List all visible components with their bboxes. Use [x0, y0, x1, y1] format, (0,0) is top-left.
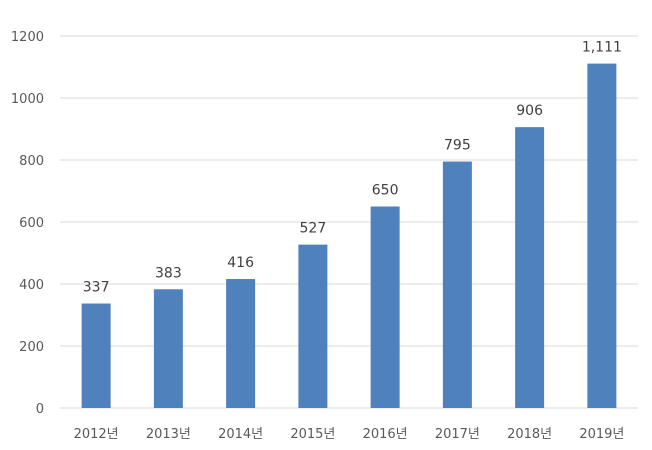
y-tick-label: 600	[19, 216, 44, 231]
y-tick-label: 400	[19, 278, 44, 293]
x-tick-label: 2017년	[435, 427, 480, 442]
data-label: 795	[444, 138, 471, 154]
y-tick-label: 0	[36, 402, 44, 417]
data-label: 416	[227, 255, 254, 271]
bar	[226, 279, 256, 408]
data-label: 383	[155, 265, 182, 281]
x-tick-label: 2012년	[74, 427, 119, 442]
y-tick-label: 200	[19, 340, 44, 355]
x-tick-label: 2013년	[146, 427, 191, 442]
x-tick-label: 2014년	[218, 427, 263, 442]
bar	[298, 244, 328, 408]
bar	[515, 127, 545, 408]
x-tick-label: 2015년	[290, 427, 335, 442]
data-label: 337	[83, 280, 110, 296]
data-label: 1,111	[582, 40, 622, 56]
y-tick-label: 1000	[11, 92, 44, 107]
bar	[81, 303, 111, 408]
x-tick-label: 2016년	[363, 427, 408, 442]
y-tick-label: 800	[19, 154, 44, 169]
data-label: 527	[300, 221, 327, 237]
bar	[587, 63, 617, 409]
x-tick-label: 2019년	[579, 427, 624, 442]
bar	[153, 289, 183, 408]
bar	[370, 206, 400, 408]
data-label: 906	[516, 103, 543, 119]
x-tick-label: 2018년	[507, 427, 552, 442]
y-tick-label: 1200	[11, 30, 44, 45]
bar	[442, 161, 472, 408]
data-label: 650	[372, 183, 399, 199]
